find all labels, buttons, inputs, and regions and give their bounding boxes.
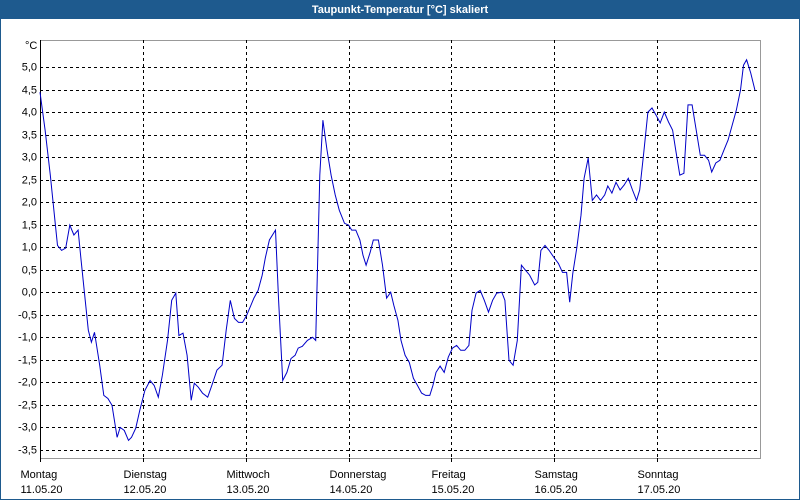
y-tick-label: -1,0 xyxy=(18,331,37,343)
y-tick-label: 3,5 xyxy=(22,129,37,141)
y-tick-label: -0,5 xyxy=(18,309,37,321)
y-tick-label: 0,5 xyxy=(22,264,37,276)
y-tick-label: 1,5 xyxy=(22,219,37,231)
y-tick-label: 3,0 xyxy=(22,151,37,163)
x-tick-date: 13.05.20 xyxy=(227,484,270,496)
y-tick-label: 5,0 xyxy=(22,61,37,73)
y-tick-label: -2,0 xyxy=(18,376,37,388)
y-tick-label: 2,5 xyxy=(22,174,37,186)
y-tick-label: 2,0 xyxy=(22,196,37,208)
x-tick-label: Sonntag xyxy=(638,469,679,481)
x-tick-label: Mittwoch xyxy=(227,469,270,481)
x-tick-label: Montag xyxy=(21,469,58,481)
y-unit: °C xyxy=(25,40,37,52)
chart-title: Taupunkt-Temperatur [°C] skaliert xyxy=(312,4,489,16)
x-tick-date: 14.05.20 xyxy=(330,484,373,496)
title-bar xyxy=(0,0,800,19)
y-tick-label: -3,5 xyxy=(18,444,37,456)
data-line xyxy=(39,58,756,442)
y-tick-label: 4,0 xyxy=(22,106,37,118)
x-tick-date: 15.05.20 xyxy=(432,484,475,496)
x-tick-label: Dienstag xyxy=(124,469,167,481)
x-tick-label: Donnerstag xyxy=(330,469,387,481)
x-tick-date: 11.05.20 xyxy=(21,484,63,496)
y-tick-label: -2,5 xyxy=(18,399,37,411)
y-tick-label: 0,0 xyxy=(22,286,37,298)
y-tick-label: 4,5 xyxy=(22,84,37,96)
x-tick-date: 16.05.20 xyxy=(535,484,578,496)
x-tick-date: 12.05.20 xyxy=(124,484,167,496)
x-tick-label: Samstag xyxy=(535,469,578,481)
y-tick-label: -1,5 xyxy=(18,354,37,366)
y-tick-label: 1,0 xyxy=(22,241,37,253)
x-tick-date: 17.05.20 xyxy=(638,484,681,496)
y-tick-label: -3,0 xyxy=(18,421,37,433)
x-tick-label: Freitag xyxy=(432,469,466,481)
